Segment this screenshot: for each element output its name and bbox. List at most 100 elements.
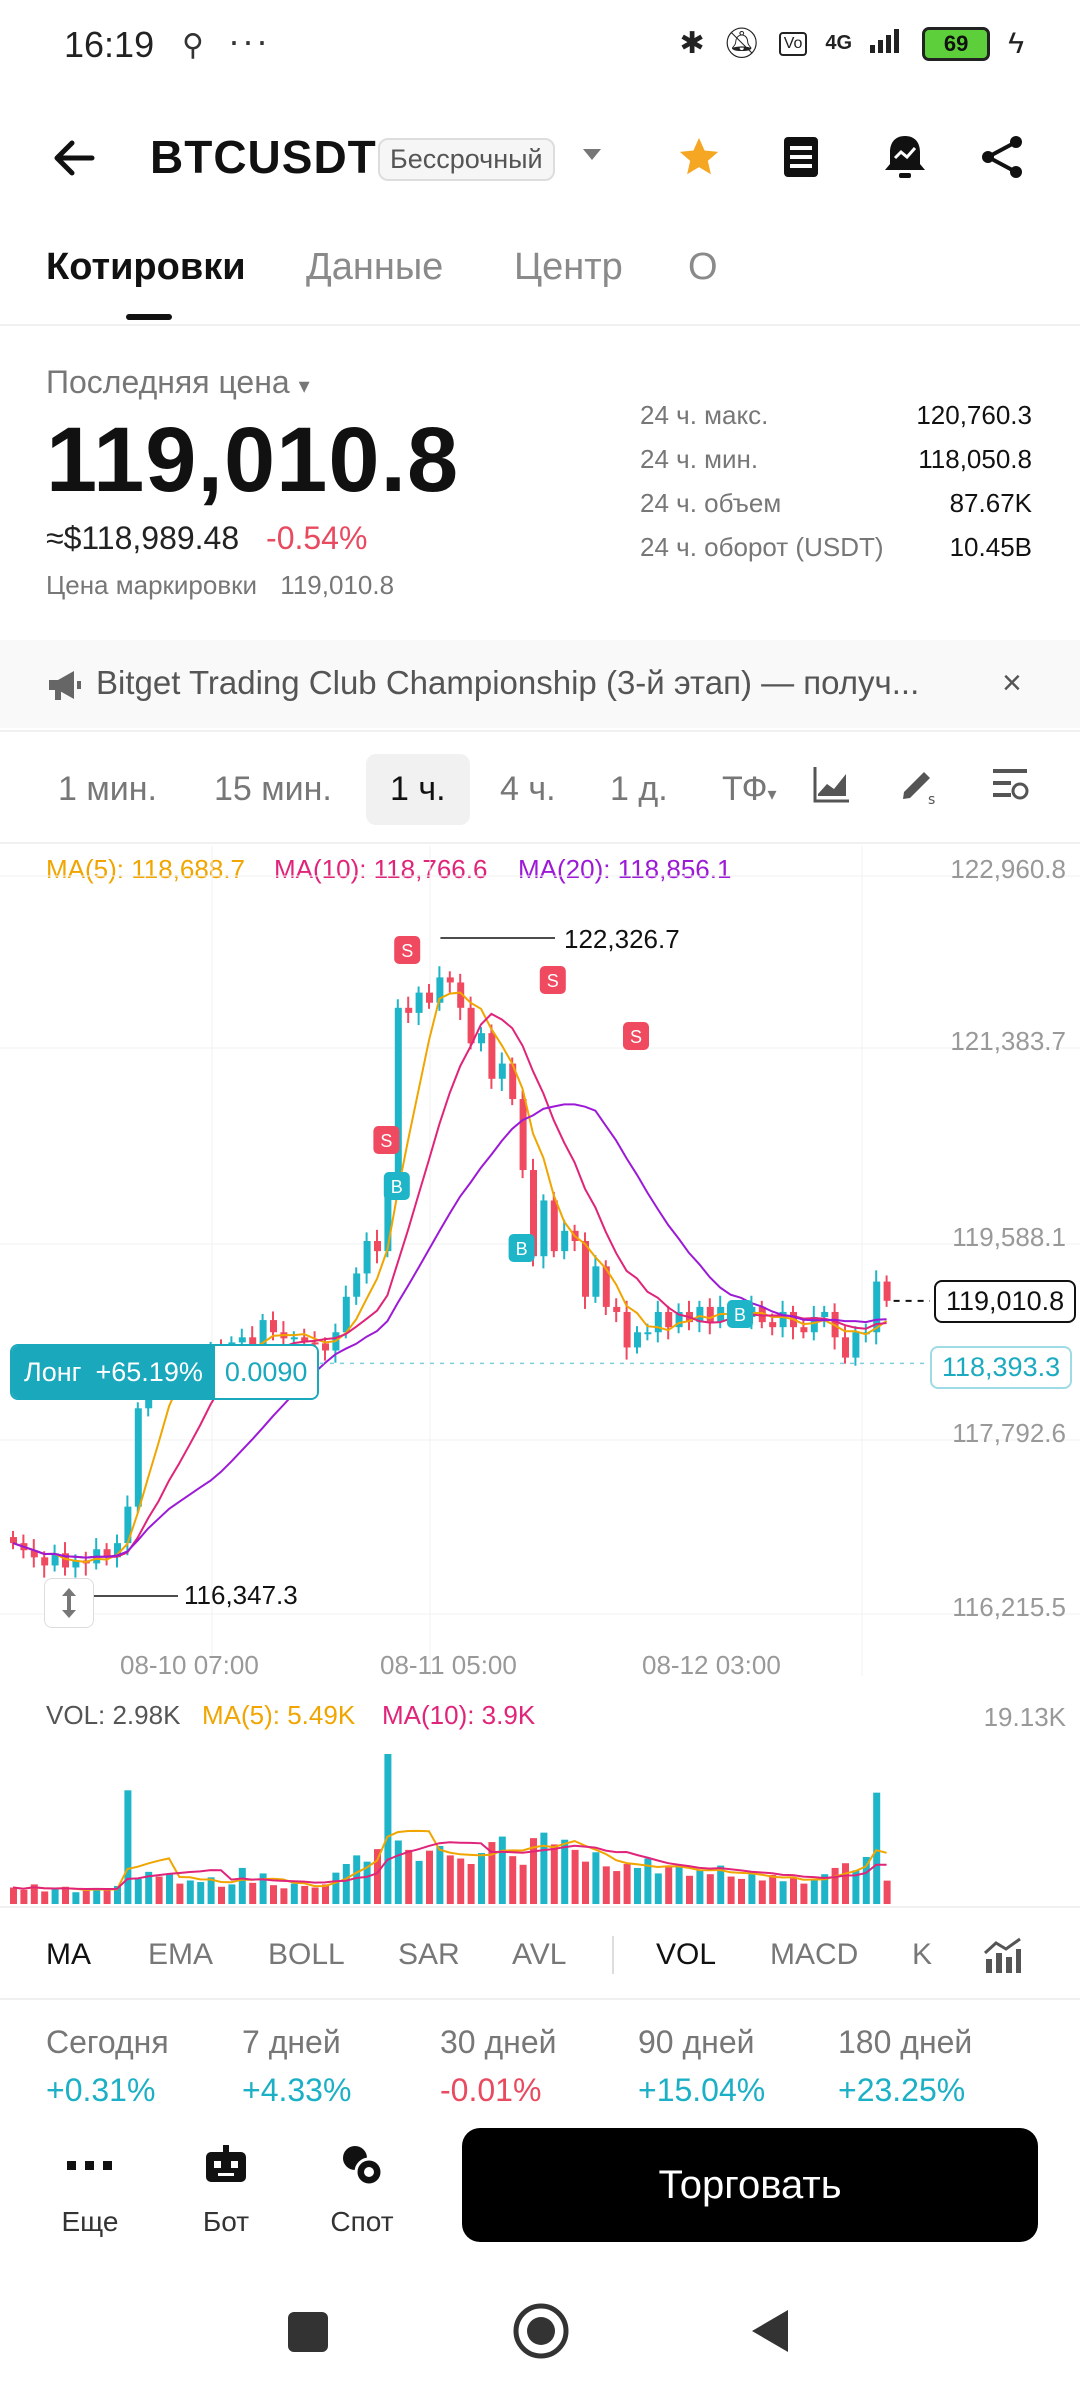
volume-bar [103,1889,111,1904]
vertical-scale-icon[interactable] [44,1578,94,1628]
announcement-text[interactable]: Bitget Trading Club Championship (3-й эт… [96,664,920,701]
drawing-tools-icon[interactable]: s [898,762,942,811]
status-more-dots: ··· [228,20,270,61]
ind-ma[interactable]: MA [46,1938,91,1971]
volume-bar [332,1872,340,1904]
volume-bar [831,1867,839,1904]
more-dots-icon[interactable] [60,2140,120,2190]
vol-ma10-legend: MA(10): 3.9K [382,1700,536,1730]
long-position-badge[interactable]: Лонг +65.19% 0.0090 [10,1344,320,1400]
ind-boll[interactable]: BOLL [268,1938,345,1971]
trade-marker-B [508,1234,535,1262]
network-type: 4G [825,32,853,54]
volume-bar [93,1888,101,1904]
volume-bar [155,1876,163,1904]
favorite-star-icon[interactable] [676,134,722,180]
symbol-title[interactable]: BTCUSDT [150,131,377,183]
candle-body [509,1063,517,1100]
stat-24h-high-label: 24 ч. макс. [640,400,769,430]
perf-90d-label: 90 дней [638,2024,755,2060]
volume-bar [738,1878,745,1904]
volume-bar [218,1886,225,1904]
ind-macd[interactable]: MACD [770,1938,859,1971]
last-price-label[interactable]: Последняя цена ▾ [46,364,310,401]
trade-button[interactable]: Торговать [462,2128,1038,2242]
chart-settings-icon[interactable] [990,764,1030,809]
tf-1d[interactable]: 1 д. [610,770,668,808]
tab-data[interactable]: Данные [306,246,444,288]
price-alert-bell-icon[interactable] [882,132,928,182]
bot-robot-icon[interactable] [198,2140,254,2190]
ind-ema[interactable]: EMA [148,1938,214,1971]
tab-center[interactable]: Центр [514,246,623,288]
symbol-dropdown-icon[interactable] [582,148,602,167]
perf-30d-value: -0.01% [440,2072,542,2108]
ind-avl[interactable]: AVL [512,1938,567,1971]
volume-bar [62,1886,69,1904]
share-icon[interactable] [980,134,1026,180]
tf-more-label: ТФ [722,770,768,808]
candle-body [426,992,433,1003]
y-tick-2: 121,383.7 [950,1026,1066,1056]
orderbook-icon[interactable] [780,134,822,180]
tf-1min[interactable]: 1 мин. [58,770,157,808]
close-announcement-icon[interactable]: × [1002,664,1022,702]
candle-body [675,1311,683,1328]
volume-bar [634,1867,641,1904]
ind-vol[interactable]: VOL [656,1938,717,1971]
vol-ma10-line [12,1841,887,1891]
volume-bar [82,1890,90,1904]
spot-label[interactable]: Спот [330,2206,394,2237]
nav-back-icon[interactable] [750,2308,790,2359]
contract-type-badge: Бессрочный [378,138,555,181]
indicator-settings-icon[interactable] [962,1922,1042,1990]
candle-body [467,1007,475,1044]
trade-marker-label: S [401,941,413,961]
volume-bar [280,1888,288,1904]
ind-k[interactable]: K [912,1938,933,1971]
y-tick-5: 116,215.5 [952,1592,1066,1622]
candle-body [270,1320,277,1333]
nav-recents-icon[interactable] [288,2312,328,2352]
volume-bar [394,1840,402,1904]
perf-90d-value: +15.04% [638,2072,766,2108]
tf-more[interactable]: ТФ▾ [722,770,777,809]
volume-bar [810,1879,818,1904]
tf-15min[interactable]: 15 мин. [214,770,332,808]
candlestick-chart[interactable]: S S S S B B B [0,846,1080,1676]
mark-price-value: 119,010.8 [280,570,395,600]
trade-marker-label: S [380,1131,392,1151]
ma10-legend: MA(10): 118,766.6 [274,854,488,884]
volume-bar [426,1850,433,1904]
indicators-chart-icon[interactable] [812,764,852,809]
volume-bar [488,1842,496,1904]
announcement-bar[interactable] [0,640,1080,728]
candle-body [72,1560,80,1568]
volume-bar [748,1871,756,1904]
spot-coins-icon[interactable] [334,2140,390,2190]
bot-label[interactable]: Бот [202,2206,250,2237]
candle-body [405,1007,413,1013]
volume-bar [249,1882,257,1904]
tf-4h[interactable]: 4 ч. [500,770,556,808]
tab-about[interactable]: О [688,246,718,288]
trade-marker-B [727,1300,753,1328]
active-tab-indicator [126,314,172,320]
ind-sar[interactable]: SAR [398,1938,460,1971]
volume-bar [779,1881,787,1904]
tf-1h[interactable]: 1 ч. [366,754,470,825]
trade-marker-S [623,1022,649,1050]
trade-marker-label: B [734,1305,746,1325]
nav-home-icon[interactable] [512,2302,570,2365]
ma20-line [12,1103,887,1559]
bluetooth-icon: ✱ [679,27,705,60]
perf-today-label: Сегодня [46,2024,169,2060]
trade-marker-label: B [516,1239,528,1259]
candle-body [394,1007,402,1186]
tab-quotes[interactable]: Котировки [46,246,246,288]
back-arrow-icon[interactable] [46,130,102,186]
volume-bar [852,1870,860,1904]
more-label[interactable]: Еще [61,2206,119,2237]
approx-usd: ≈$118,989.48 [46,520,240,556]
volume-bar [311,1887,319,1904]
